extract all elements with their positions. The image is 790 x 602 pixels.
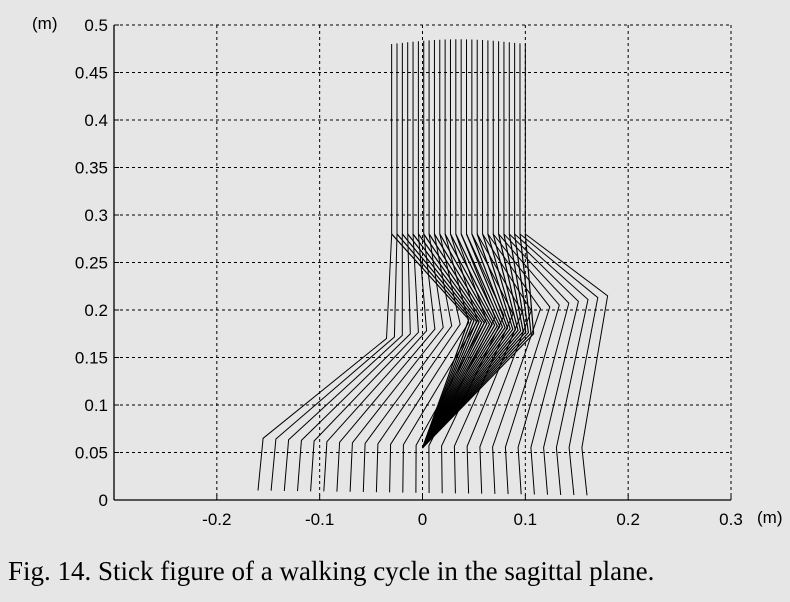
stance-leg-line-22 — [422, 233, 527, 449]
x-tick-label-3: 0.1 — [514, 510, 538, 529]
y-tick-label-6: 0.3 — [84, 206, 108, 225]
swing-leg-line-5 — [323, 233, 428, 492]
swing-leg-line-20 — [498, 233, 560, 495]
stance-leg-line-21 — [422, 233, 524, 449]
swing-leg-line-11 — [402, 233, 479, 493]
swing-leg-line-6 — [336, 233, 436, 492]
walking-cycle-stick-figure-chart: -0.2 -0.1 0 0.1 0.2 0.3 0 0.05 0.1 0.15 0.2 0.25 0.… — [32, 14, 782, 529]
stance-leg-line-16 — [422, 233, 511, 449]
y-axis-ticks: 0 0.05 0.1 0.15 0.2 0.25 0.3 0.35 0.4 0.45 0.5 — [75, 16, 119, 510]
stance-leg-line-23 — [422, 233, 530, 449]
x-tick-label-4: 0.2 — [616, 510, 640, 529]
stance-leg-line-12 — [421, 233, 501, 449]
swing-leg-line-0 — [257, 233, 393, 491]
stance-leg-line-2 — [401, 233, 475, 449]
stance-leg-line-7 — [421, 233, 488, 449]
figure-caption: Fig. 14. Stick figure of a walking cycle… — [8, 556, 655, 586]
x-tick-label-5: 0.3 — [719, 510, 743, 529]
y-tick-label-3: 0.15 — [75, 349, 108, 368]
swing-leg-line-4 — [310, 233, 419, 492]
stance-leg-line-0 — [391, 233, 470, 449]
stance-leg-line-24 — [422, 233, 532, 449]
swing-leg-line-19 — [492, 233, 551, 495]
stance-leg-line-5 — [417, 233, 483, 449]
stance-leg-line-11 — [421, 233, 498, 449]
y-tick-label-9: 0.45 — [75, 64, 108, 83]
stick-figure-lines — [257, 39, 609, 496]
y-tick-label-8: 0.4 — [84, 111, 108, 130]
stance-leg-line-19 — [422, 233, 519, 449]
stance-leg-line-10 — [421, 233, 496, 449]
y-tick-label-1: 0.05 — [75, 444, 108, 463]
swing-leg-line-24 — [519, 233, 599, 496]
swing-leg-line-3 — [297, 233, 411, 492]
swing-leg-line-10 — [389, 233, 470, 493]
stance-leg-line-17 — [422, 233, 514, 449]
y-tick-label-2: 0.1 — [84, 396, 108, 415]
y-axis-label: (m) — [32, 14, 57, 33]
y-tick-label-5: 0.25 — [75, 254, 108, 273]
swing-leg-line-22 — [508, 233, 579, 495]
stance-leg-line-6 — [421, 233, 485, 449]
grid-lines — [114, 24, 731, 500]
stance-leg-line-9 — [421, 233, 493, 449]
stance-leg-line-1 — [396, 233, 473, 449]
x-tick-label-1: -0.1 — [305, 510, 334, 529]
stance-leg-line-14 — [422, 233, 506, 449]
y-tick-label-4: 0.2 — [84, 301, 108, 320]
stance-leg-line-8 — [421, 233, 491, 449]
swing-leg-line-2 — [283, 234, 403, 491]
stance-leg-line-20 — [422, 233, 522, 449]
stance-leg-line-4 — [412, 233, 480, 449]
swing-leg-line-1 — [270, 233, 398, 491]
stance-leg-line-18 — [422, 233, 517, 449]
x-tick-label-2: 0 — [418, 510, 427, 529]
x-axis-label: (m) — [757, 508, 782, 527]
stance-leg-line-25 — [422, 233, 535, 449]
stance-leg-line-13 — [421, 233, 504, 449]
stance-leg-line-3 — [407, 233, 478, 449]
swing-leg-line-25 — [524, 233, 609, 496]
swing-leg-line-21 — [503, 233, 570, 495]
swing-leg-line-18 — [487, 233, 542, 494]
x-axis-ticks: -0.2 -0.1 0 0.1 0.2 0.3 — [202, 495, 743, 529]
y-tick-label-7: 0.35 — [75, 159, 108, 178]
swing-leg-line-7 — [349, 233, 444, 492]
y-tick-label-0: 0 — [99, 491, 108, 510]
swing-leg-line-12 — [415, 233, 487, 493]
swing-leg-line-15 — [453, 233, 514, 494]
y-tick-label-10: 0.5 — [84, 16, 108, 35]
x-tick-label-0: -0.2 — [202, 510, 231, 529]
stance-leg-line-15 — [422, 233, 509, 449]
swing-leg-line-8 — [362, 233, 453, 493]
swing-leg-line-23 — [514, 233, 589, 495]
